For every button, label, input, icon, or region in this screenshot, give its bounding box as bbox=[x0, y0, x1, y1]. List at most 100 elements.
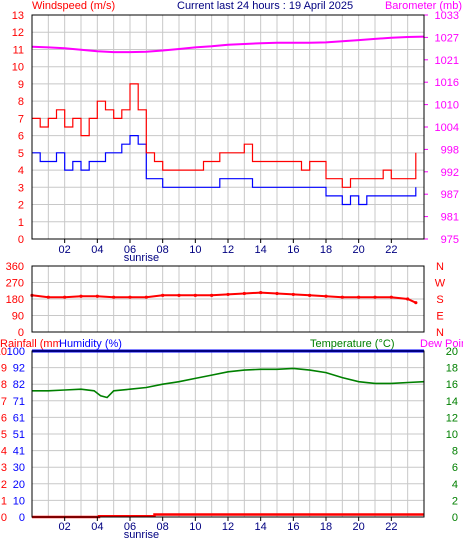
direction-point bbox=[324, 294, 328, 298]
temperature-tick-label: 12 bbox=[446, 412, 458, 424]
x-tick-label: 22 bbox=[385, 244, 397, 256]
windspeed-tick-label: 12 bbox=[12, 27, 24, 39]
humidity-tick-label: 0 bbox=[19, 512, 25, 524]
x-tick-label: 04 bbox=[91, 244, 103, 256]
barometer-tick-label: 1010 bbox=[435, 100, 459, 112]
direction-point bbox=[242, 291, 246, 296]
direction-point bbox=[161, 293, 165, 297]
humidity-tick-label: 30 bbox=[13, 462, 25, 474]
windspeed-tick-label: 4 bbox=[18, 165, 24, 177]
direction-point bbox=[193, 293, 197, 297]
windspeed-tick-label: 0 bbox=[18, 234, 24, 246]
rainfall-tick-label: 9 bbox=[1, 363, 7, 375]
direction-point bbox=[308, 293, 312, 297]
barometer-tick-label: 987 bbox=[441, 189, 459, 201]
direction-point bbox=[46, 295, 50, 299]
rainfall-tick-label: 1 bbox=[1, 495, 7, 507]
wind-barometer-panel: 0123456789101112139759819879929981004101… bbox=[12, 10, 459, 264]
x-tick-label: 16 bbox=[287, 521, 299, 533]
windspeed-tick-label: 2 bbox=[18, 200, 24, 212]
temperature-tick-label: 2 bbox=[452, 495, 458, 507]
direction-point bbox=[357, 295, 361, 299]
rainfall-tick-label: 8 bbox=[1, 379, 7, 391]
barometer-tick-label: 992 bbox=[441, 167, 459, 179]
compass-tick-label: W bbox=[435, 278, 446, 290]
rainfall-tick-label: 3 bbox=[1, 462, 7, 474]
x-tick-label: 10 bbox=[189, 521, 201, 533]
humidity-tick-label: 10 bbox=[13, 495, 25, 507]
humidity-tick-label: 71 bbox=[13, 396, 25, 408]
humidity-tick-label: 92 bbox=[13, 363, 25, 375]
x-tick-label: 08 bbox=[157, 521, 169, 533]
barometer-tick-label: 998 bbox=[441, 144, 459, 156]
sunrise-label: sunrise bbox=[124, 252, 159, 264]
humidity-tick-label: 82 bbox=[13, 379, 25, 391]
humidity-tick-label: 100 bbox=[7, 346, 25, 358]
windspeed-tick-label: 1 bbox=[18, 217, 24, 229]
x-tick-label: 08 bbox=[157, 244, 169, 256]
x-tick-label: 14 bbox=[255, 244, 267, 256]
barometer-axis-title: Barometer (mb) bbox=[385, 0, 462, 12]
temperature-tick-label: 10 bbox=[446, 429, 458, 441]
direction-tick-label: 90 bbox=[12, 311, 24, 323]
direction-point bbox=[389, 295, 393, 299]
rainfall-tick-label: 5 bbox=[1, 429, 7, 441]
compass-tick-label: N bbox=[436, 261, 444, 273]
windspeed-tick-label: 9 bbox=[18, 79, 24, 91]
x-tick-label: 16 bbox=[287, 244, 299, 256]
temperature-tick-label: 18 bbox=[446, 363, 458, 375]
windspeed-tick-label: 5 bbox=[18, 148, 24, 160]
barometer-tick-label: 981 bbox=[441, 212, 459, 224]
direction-point bbox=[275, 291, 279, 296]
rainfall-tick-label: 4 bbox=[1, 446, 7, 458]
direction-point bbox=[144, 295, 148, 299]
temperature-tick-label: 4 bbox=[452, 479, 458, 491]
x-tick-label: 02 bbox=[59, 521, 71, 533]
direction-point bbox=[95, 294, 99, 298]
x-tick-label: 12 bbox=[222, 521, 234, 533]
x-tick-label: 02 bbox=[59, 244, 71, 256]
direction-tick-label: 270 bbox=[6, 278, 24, 290]
temperature-tick-label: 20 bbox=[446, 346, 458, 358]
direction-point bbox=[63, 295, 67, 299]
series-line-windspeed bbox=[32, 135, 417, 206]
humidity-tick-label: 51 bbox=[13, 429, 25, 441]
x-tick-label: 20 bbox=[353, 521, 365, 533]
windspeed-axis-title: Windspeed (m/s) bbox=[32, 0, 115, 12]
plot-frame-middle bbox=[31, 265, 425, 333]
x-tick-label: 06 bbox=[124, 244, 136, 256]
direction-point bbox=[340, 295, 344, 299]
barometer-tick-label: 1016 bbox=[435, 77, 459, 89]
temperature-tick-label: 14 bbox=[446, 396, 458, 408]
chart-title: Current last 24 hours : 19 April 2025 bbox=[177, 0, 353, 12]
humidity-axis-title: Humidity (%) bbox=[59, 338, 122, 350]
rainfall-tick-label: 10 bbox=[0, 346, 7, 358]
direction-point bbox=[177, 293, 181, 297]
humidity-tick-label: 61 bbox=[13, 412, 25, 424]
windspeed-tick-label: 7 bbox=[18, 113, 24, 125]
x-tick-label: 06 bbox=[124, 521, 136, 533]
wind-direction-panel: 0 N 90 E 180 S 270 W 360 N bbox=[6, 261, 446, 339]
humidity-tick-label: 41 bbox=[13, 446, 25, 458]
x-tick-label: 18 bbox=[320, 521, 332, 533]
compass-tick-label: E bbox=[436, 311, 443, 323]
temperature-tick-label: 8 bbox=[452, 446, 458, 458]
x-tick-label: 20 bbox=[353, 244, 365, 256]
barometer-tick-label: 1033 bbox=[435, 10, 459, 22]
barometer-tick-label: 975 bbox=[441, 234, 459, 246]
x-tick-label: 14 bbox=[255, 521, 267, 533]
direction-point bbox=[373, 295, 377, 299]
direction-point bbox=[414, 301, 418, 305]
x-tick-label: 12 bbox=[222, 244, 234, 256]
x-tick-label: 10 bbox=[189, 244, 201, 256]
direction-point bbox=[79, 294, 83, 298]
temperature-tick-label: 6 bbox=[452, 462, 458, 474]
rainfall-tick-label: 0 bbox=[1, 512, 7, 524]
barometer-tick-label: 1021 bbox=[435, 55, 459, 67]
rainfall-axis-title: Rainfall (mm bbox=[0, 338, 62, 350]
compass-tick-label: S bbox=[436, 294, 443, 306]
barometer-tick-label: 1004 bbox=[435, 122, 459, 134]
